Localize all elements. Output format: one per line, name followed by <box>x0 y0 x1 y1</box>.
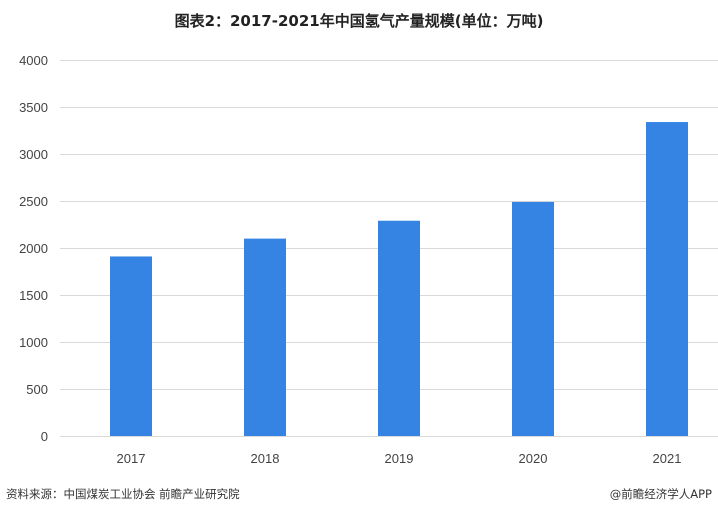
y-tick-label: 1000 <box>19 335 48 350</box>
y-tick-label: 500 <box>26 382 48 397</box>
bar-2021 <box>646 122 688 436</box>
y-tick-label: 2500 <box>19 194 48 209</box>
x-tick-label: 2019 <box>385 451 414 466</box>
x-tick-label: 2017 <box>117 451 146 466</box>
y-tick-label: 0 <box>41 429 48 444</box>
x-tick-label: 2021 <box>653 451 682 466</box>
source-note: 资料来源：中国煤炭工业协会 前瞻产业研究院 <box>6 487 240 501</box>
x-tick-label: 2018 <box>251 451 280 466</box>
y-tick-label: 3500 <box>19 100 48 115</box>
bar-2018 <box>244 238 286 436</box>
x-tick-label: 2020 <box>519 451 548 466</box>
bar-2019 <box>378 220 420 436</box>
bar-2020 <box>512 201 554 436</box>
bar-2017 <box>110 256 152 436</box>
y-tick-label: 2000 <box>19 241 48 256</box>
y-tick-label: 4000 <box>19 53 48 68</box>
y-tick-label: 1500 <box>19 288 48 303</box>
credit-note: @前瞻经济学人APP <box>609 487 712 501</box>
y-tick-label: 3000 <box>19 147 48 162</box>
chart-title: 图表2：2017-2021年中国氢气产量规模(单位：万吨) <box>174 12 544 30</box>
